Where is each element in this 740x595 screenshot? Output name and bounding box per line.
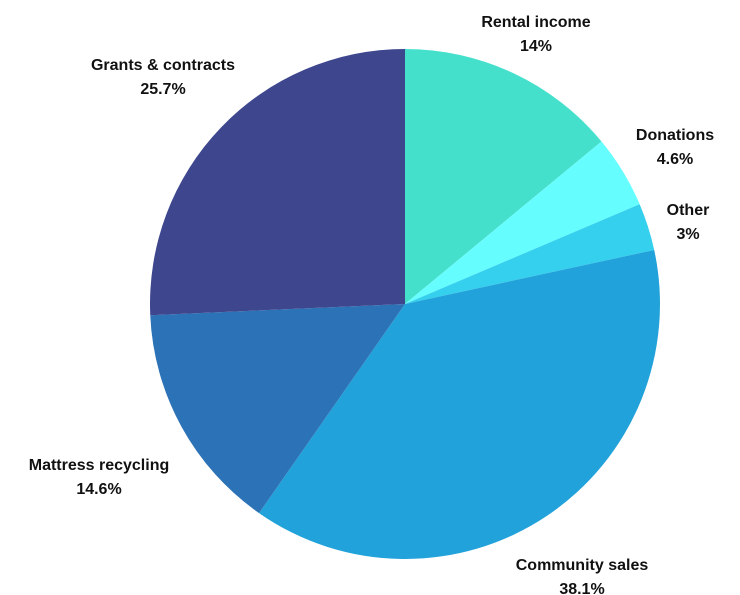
slice-name-label: Community sales bbox=[516, 557, 649, 574]
slice-label-donations: Donations 4.6% bbox=[636, 127, 714, 168]
slice-value-label: 3% bbox=[676, 226, 699, 243]
slice-label-mattress-recycling: Mattress recycling 14.6% bbox=[29, 457, 170, 498]
slices-layer bbox=[150, 49, 660, 559]
pie-slice-donations bbox=[405, 141, 640, 304]
slice-value-label: 4.6% bbox=[657, 151, 693, 168]
pie-slice-rental-income bbox=[405, 49, 602, 304]
pie-slice-grants-and-contracts bbox=[150, 49, 405, 316]
slice-name-label: Donations bbox=[636, 127, 714, 144]
slice-label-rental-income: Rental income 14% bbox=[481, 14, 590, 55]
slice-name-label: Mattress recycling bbox=[29, 457, 170, 474]
slice-label-community-sales: Community sales 38.1% bbox=[516, 557, 649, 595]
pie-slice-community-sales bbox=[259, 249, 660, 559]
labels-layer: Rental income 14% Donations 4.6% Other 3% Comm… bbox=[29, 14, 714, 595]
slice-label-grants-and-contracts: Grants & contracts 25.7% bbox=[91, 57, 235, 98]
pie-slice-mattress-recycling bbox=[150, 304, 405, 514]
pie-slice-other bbox=[405, 204, 655, 304]
slice-name-label: Other bbox=[667, 202, 710, 219]
slice-value-label: 14.6% bbox=[76, 481, 121, 498]
slice-value-label: 38.1% bbox=[559, 581, 604, 595]
slice-name-label: Rental income bbox=[481, 14, 590, 31]
slice-value-label: 14% bbox=[520, 38, 552, 55]
slice-value-label: 25.7% bbox=[140, 81, 185, 98]
slice-label-other: Other 3% bbox=[667, 202, 710, 243]
slice-name-label: Grants & contracts bbox=[91, 57, 235, 74]
